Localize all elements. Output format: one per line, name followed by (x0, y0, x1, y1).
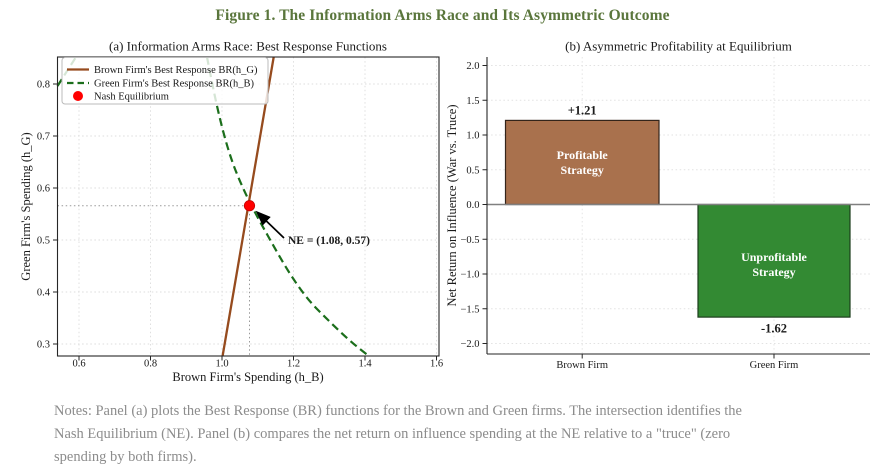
ne-annotation-arrow (255, 210, 285, 239)
figure-title: Figure 1. The Information Arms Race and … (215, 7, 670, 24)
legend-label-nash: Nash Equilibrium (94, 92, 169, 103)
bar-value-brown: +1.21 (568, 104, 597, 118)
bar-note-green-line1: Unprofitable (741, 250, 807, 264)
y-tick-label: 0.6 (37, 184, 50, 195)
panel-b: +1.21 -1.62 Profitable Strategy Unprofit… (445, 39, 870, 371)
panel-a-x-ticks (78, 356, 437, 361)
panel-b-y-ticks (482, 65, 487, 344)
bar-note-brown-line1: Profitable (557, 148, 609, 162)
y-tick-label: −2.0 (460, 339, 479, 350)
category-label-green-firm: Green Firm (750, 360, 799, 371)
panel-a-ylabel: Green Firm's Spending (h_G) (19, 132, 33, 280)
x-tick-label: 1.4 (358, 359, 372, 370)
y-tick-label: 1.5 (466, 96, 479, 107)
x-tick-label: 0.8 (144, 359, 157, 370)
y-tick-label: 2.0 (466, 61, 479, 72)
notes-line-3: spending by both firms). (54, 449, 197, 465)
y-tick-label: 0.3 (37, 340, 50, 351)
panel-a-gridlines (57, 57, 439, 356)
panel-a-xlabel: Brown Firm's Spending (h_B) (172, 370, 323, 384)
y-tick-label: 0.8 (37, 80, 50, 91)
panel-a-legend: Brown Firm's Best Response BR(h_G) Green… (61, 57, 269, 105)
legend-label-green: Green Firm's Best Response BR(h_B) (94, 79, 254, 90)
y-tick-label: 0.7 (37, 132, 50, 143)
ne-annotation-label: NE = (1.08, 0.57) (288, 235, 370, 247)
y-tick-label: 0.4 (37, 288, 51, 299)
panel-a: NE = (1.08, 0.57) 0.6 0.8 1.0 1.2 1.4 1.… (19, 39, 443, 385)
panel-b-title: (b) Asymmetric Profitability at Equilibr… (565, 39, 792, 54)
category-label-brown-firm: Brown Firm (556, 360, 608, 371)
notes-line-2: Nash Equilibrium (NE). Panel (b) compare… (54, 426, 731, 442)
y-tick-label: −0.5 (460, 235, 479, 246)
y-tick-label: 0.5 (466, 165, 479, 176)
figure-notes: Notes: Panel (a) plots the Best Response… (54, 400, 874, 469)
panel-a-y-ticks (53, 83, 58, 345)
bar-note-brown-line2: Strategy (561, 163, 604, 177)
notes-line-1: Notes: Panel (a) plots the Best Response… (54, 403, 742, 419)
nash-equilibrium-point (243, 200, 256, 212)
chart-canvas: NE = (1.08, 0.57) 0.6 0.8 1.0 1.2 1.4 1.… (19, 39, 870, 385)
green-br-curve (205, 56, 370, 357)
bar-note-green-line2: Strategy (752, 265, 795, 279)
y-tick-label: −1.0 (460, 270, 479, 281)
ne-crosshair (57, 205, 250, 356)
y-tick-label: −1.5 (460, 304, 479, 315)
x-tick-label: 1.6 (430, 359, 443, 370)
x-tick-label: 1.2 (287, 359, 300, 370)
y-tick-label: 0.5 (37, 236, 50, 247)
x-tick-label: 0.6 (72, 359, 85, 370)
legend-nash-dot-sample (73, 91, 83, 101)
panel-b-ylabel: Net Return on Influence (War vs. Truce) (445, 104, 459, 306)
legend-label-brown: Brown Firm's Best Response BR(h_G) (94, 65, 258, 76)
bar-brown-firm (504, 119, 660, 206)
y-tick-label: 1.0 (466, 131, 479, 142)
legend-box (61, 57, 269, 105)
x-tick-label: 1.0 (215, 359, 228, 370)
panel-a-title: (a) Information Arms Race: Best Response… (109, 39, 387, 54)
y-tick-label: 0.0 (466, 200, 479, 211)
panel-b-x-ticks (581, 354, 775, 359)
bar-value-green: -1.62 (761, 322, 787, 336)
